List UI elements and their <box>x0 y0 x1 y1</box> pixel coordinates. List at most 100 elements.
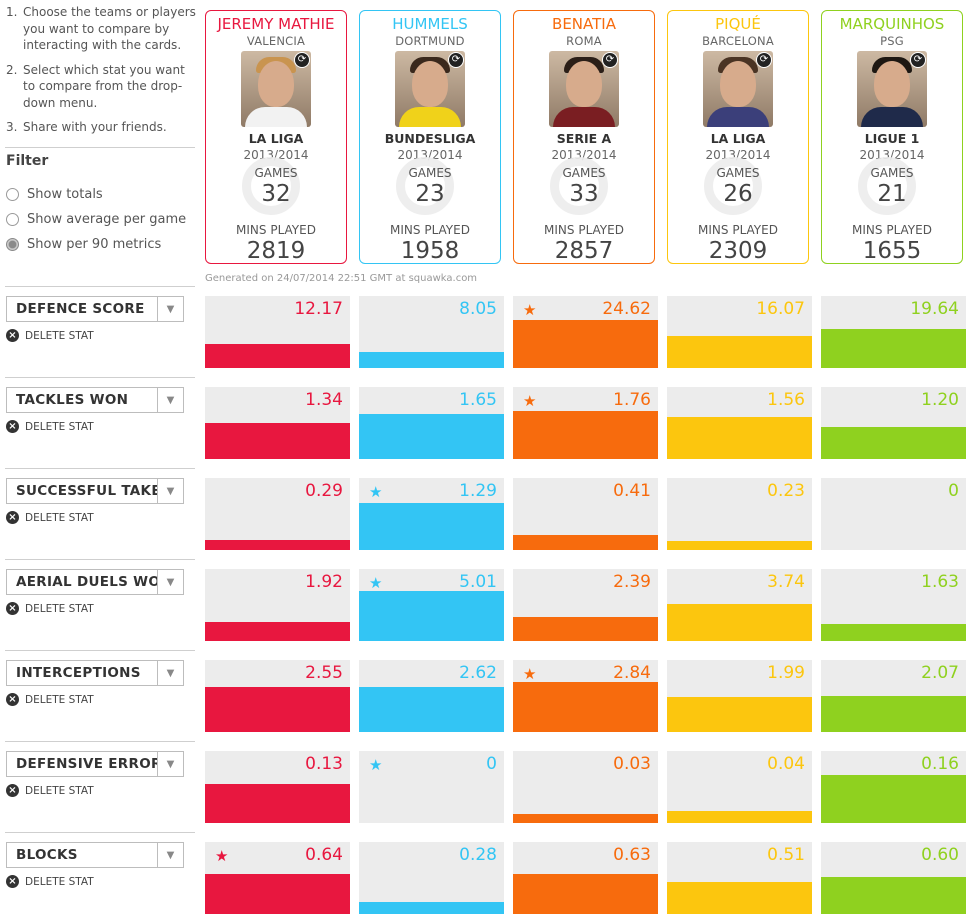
games-label: GAMES <box>254 166 298 180</box>
stat-bar <box>667 417 812 459</box>
player-card[interactable]: JEREMY MATHIE VALENCIA ⟳ LA LIGA 2013/20… <box>205 10 347 264</box>
stat-value: 2.84 <box>613 663 651 683</box>
player-card[interactable]: PIQUÉ BARCELONA ⟳ LA LIGA 2013/2014 GAME… <box>667 10 809 264</box>
chevron-down-icon[interactable]: ▼ <box>157 752 183 776</box>
stat-dropdown[interactable]: DEFENSIVE ERROR ▼ <box>6 751 184 777</box>
stat-value: 0.41 <box>613 481 651 501</box>
delete-stat-button[interactable]: × DELETE STAT <box>6 511 94 524</box>
mins-value: 2857 <box>554 238 614 264</box>
swap-player-icon[interactable]: ⟳ <box>602 52 618 68</box>
stat-cell: 8.05 <box>359 296 504 368</box>
stat-dropdown[interactable]: AERIAL DUELS WO ▼ <box>6 569 184 595</box>
stat-value: 0.23 <box>767 481 805 501</box>
delete-stat-label: DELETE STAT <box>25 693 94 706</box>
stat-bar <box>205 540 350 550</box>
star-icon: ★ <box>369 756 383 774</box>
delete-stat-button[interactable]: × DELETE STAT <box>6 420 94 433</box>
stat-cell: 1.34 <box>205 387 350 459</box>
chevron-down-icon[interactable]: ▼ <box>157 388 183 412</box>
player-league: LA LIGA <box>710 131 766 146</box>
delete-stat-button[interactable]: × DELETE STAT <box>6 329 94 342</box>
stat-value: 2.39 <box>613 572 651 592</box>
mins-label: MINS PLAYED <box>390 223 470 237</box>
stat-dropdown-label: SUCCESSFUL TAKE <box>16 483 157 499</box>
player-name: HUMMELS <box>392 15 468 33</box>
delete-stat-button[interactable]: × DELETE STAT <box>6 602 94 615</box>
stat-dropdown-label: INTERCEPTIONS <box>16 665 141 681</box>
radio-button[interactable] <box>6 213 19 226</box>
stat-bar <box>359 414 504 459</box>
stat-cell: ★ 0.64 <box>205 842 350 914</box>
radio-button[interactable] <box>6 188 19 201</box>
player-card[interactable]: MARQUINHOS PSG ⟳ LIGUE 1 2013/2014 GAMES… <box>821 10 963 264</box>
player-card[interactable]: HUMMELS DORTMUND ⟳ BUNDESLIGA 2013/2014 … <box>359 10 501 264</box>
instructions-list: 1. Choose the teams or players you want t… <box>0 4 196 144</box>
close-icon[interactable]: × <box>6 784 19 797</box>
stat-cell: 2.62 <box>359 660 504 732</box>
stat-bar <box>359 902 504 914</box>
stat-dropdown[interactable]: INTERCEPTIONS ▼ <box>6 660 184 686</box>
stat-cell: 0.29 <box>205 478 350 550</box>
player-name: BENATIA <box>552 15 616 33</box>
generated-note: Generated on 24/07/2014 22:51 GMT at squ… <box>205 273 478 284</box>
chevron-down-icon[interactable]: ▼ <box>157 297 183 321</box>
stat-bar <box>205 874 350 914</box>
stat-cell: 12.17 <box>205 296 350 368</box>
chevron-down-icon[interactable]: ▼ <box>157 661 183 685</box>
stat-bar <box>821 427 966 459</box>
stat-dropdown[interactable]: DEFENCE SCORE ▼ <box>6 296 184 322</box>
close-icon[interactable]: × <box>6 602 19 615</box>
stat-bar <box>205 344 350 368</box>
stat-value: 1.76 <box>613 390 651 410</box>
delete-stat-button[interactable]: × DELETE STAT <box>6 784 94 797</box>
stat-value: 1.99 <box>767 663 805 683</box>
stat-bar <box>205 622 350 641</box>
stat-value: 24.62 <box>602 299 651 319</box>
stat-cell: 16.07 <box>667 296 812 368</box>
close-icon[interactable]: × <box>6 875 19 888</box>
player-league: BUNDESLIGA <box>384 131 476 146</box>
filter-option-per90[interactable]: Show per 90 metrics <box>6 232 186 257</box>
stat-dropdown[interactable]: SUCCESSFUL TAKE ▼ <box>6 478 184 504</box>
close-icon[interactable]: × <box>6 329 19 342</box>
row-divider <box>5 741 195 742</box>
delete-stat-button[interactable]: × DELETE STAT <box>6 875 94 888</box>
stat-cell: ★ 5.01 <box>359 569 504 641</box>
chevron-down-icon[interactable]: ▼ <box>157 479 183 503</box>
mins-value: 1655 <box>862 238 922 264</box>
filter-option-average[interactable]: Show average per game <box>6 207 186 232</box>
stat-dropdown[interactable]: TACKLES WON ▼ <box>6 387 184 413</box>
swap-player-icon[interactable]: ⟳ <box>756 52 772 68</box>
row-divider <box>5 559 195 560</box>
radio-button-selected[interactable] <box>6 238 19 251</box>
close-icon[interactable]: × <box>6 693 19 706</box>
delete-stat-label: DELETE STAT <box>25 875 94 888</box>
stat-dropdown[interactable]: BLOCKS ▼ <box>6 842 184 868</box>
stat-cell: ★ 1.29 <box>359 478 504 550</box>
chevron-down-icon[interactable]: ▼ <box>157 570 183 594</box>
stat-bar <box>513 535 658 550</box>
stat-value: 1.34 <box>305 390 343 410</box>
close-icon[interactable]: × <box>6 511 19 524</box>
delete-stat-button[interactable]: × DELETE STAT <box>6 693 94 706</box>
filter-option-totals[interactable]: Show totals <box>6 182 186 207</box>
player-photo: ⟳ <box>857 51 927 127</box>
stat-cell: 0.03 <box>513 751 658 823</box>
swap-player-icon[interactable]: ⟳ <box>294 52 310 68</box>
swap-player-icon[interactable]: ⟳ <box>910 52 926 68</box>
stat-bar <box>513 617 658 641</box>
stat-cell: 1.99 <box>667 660 812 732</box>
close-icon[interactable]: × <box>6 420 19 433</box>
star-icon: ★ <box>523 301 537 319</box>
swap-player-icon[interactable]: ⟳ <box>448 52 464 68</box>
stat-value: 0.29 <box>305 481 343 501</box>
stat-bar <box>359 352 504 368</box>
player-photo: ⟳ <box>549 51 619 127</box>
stat-cell: 0.51 <box>667 842 812 914</box>
instruction-item: 2. Select which stat you want to compare … <box>6 62 185 110</box>
instruction-item: 3. Share with your friends. <box>6 120 167 134</box>
player-card[interactable]: BENATIA ROMA ⟳ SERIE A 2013/2014 GAMES 3… <box>513 10 655 264</box>
stat-bar <box>821 696 966 732</box>
stat-cell: 1.56 <box>667 387 812 459</box>
chevron-down-icon[interactable]: ▼ <box>157 843 183 867</box>
